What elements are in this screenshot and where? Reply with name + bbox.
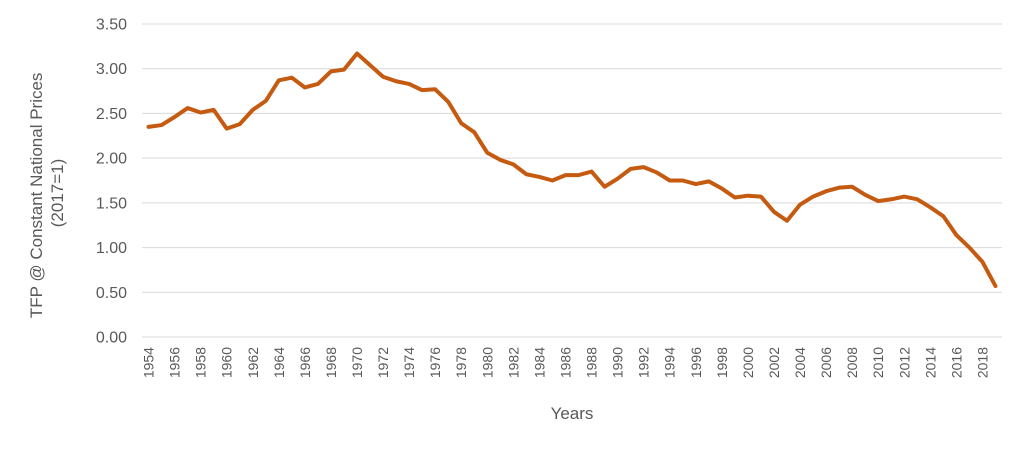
x-tick-label: 1990 [610,347,626,378]
x-tick-label: 1992 [636,347,652,378]
x-tick-label: 2004 [792,347,808,378]
x-tick-label: 1996 [688,347,704,378]
x-tick-label: 1970 [349,347,365,378]
x-tick-label: 2016 [948,347,964,378]
y-tick-label: 3.00 [96,61,127,78]
x-tick-label: 2002 [766,347,782,378]
x-tick-label: 2000 [740,347,756,378]
x-tick-label: 1994 [662,347,678,378]
x-axis-title: Years [551,404,594,423]
x-tick-label: 1972 [375,347,391,378]
x-tick-label: 2014 [922,347,938,378]
gridlines [142,23,1002,338]
x-tick-label: 1962 [245,347,261,378]
x-tick-label: 1966 [297,347,313,378]
x-tick-label: 2012 [896,347,912,378]
y-tick-label: 1.00 [96,240,127,257]
y-axis-title-line-1: TFP @ Constant National Prices [27,73,46,319]
y-tick-label: 2.00 [96,151,127,168]
y-tick-label: 1.50 [96,195,127,212]
x-tick-label: 1958 [193,347,209,378]
x-tick-label: 1986 [557,347,573,378]
x-tick-label: 1988 [584,347,600,378]
y-tick-label: 2.50 [96,106,127,123]
y-axis-ticks: 0.00 0.50 1.00 1.50 2.00 2.50 3.00 3.50 [96,17,127,347]
y-tick-label: 3.50 [96,17,127,34]
x-tick-label: 1960 [219,347,235,378]
x-tick-label: 1998 [714,347,730,378]
y-axis-title: TFP @ Constant National Prices (2017=1) [27,68,67,318]
y-tick-label: 0.00 [96,330,127,347]
y-axis-title-line-2: (2017=1) [48,159,67,228]
x-tick-label: 2006 [818,347,834,378]
series-line [146,51,998,289]
x-tick-label: 1964 [271,347,287,378]
y-tick-label: 0.50 [96,285,127,302]
x-axis-ticks: 1954 1956 1958 1960 1962 1964 1966 1968 1970 1972… [141,347,991,378]
x-tick-label: 2018 [974,347,990,378]
x-tick-label: 1984 [531,347,547,378]
x-tick-label: 1968 [323,347,339,378]
x-tick-label: 1982 [505,347,521,378]
x-tick-label: 1974 [401,347,417,378]
x-tick-label: 2008 [844,347,860,378]
x-tick-label: 2010 [870,347,886,378]
x-tick-label: 1956 [167,347,183,378]
x-tick-label: 1980 [479,347,495,378]
series-layer [146,51,998,289]
x-tick-label: 1954 [141,347,157,378]
x-tick-label: 1976 [427,347,443,378]
x-tick-label: 1978 [453,347,469,378]
